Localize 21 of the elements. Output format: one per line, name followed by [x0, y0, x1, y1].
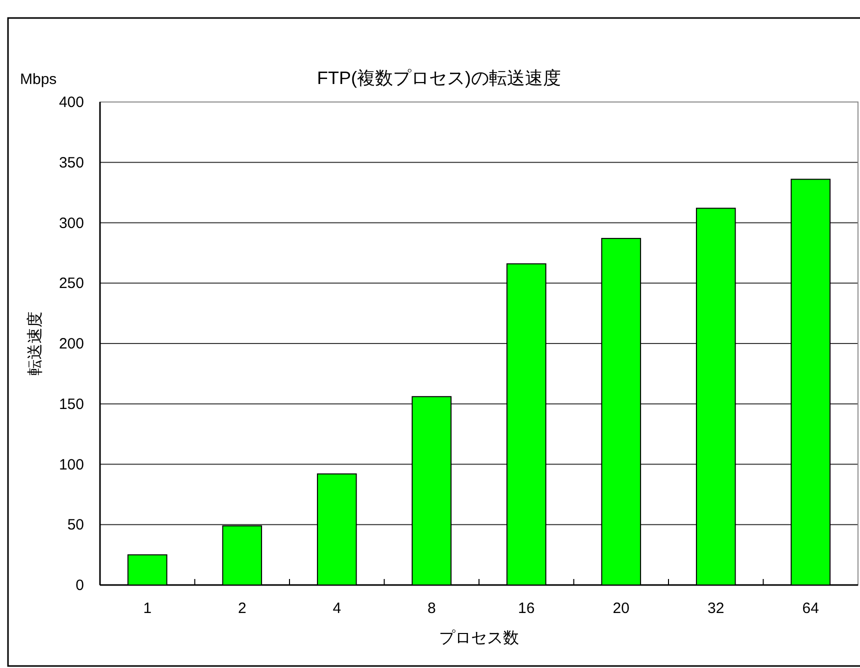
y-tick-label: 350 — [58, 154, 84, 172]
text: Mbps — [20, 71, 57, 88]
y-tick-label: 50 — [67, 516, 84, 534]
x-axis-title: プロセス数 — [439, 629, 519, 647]
x-tick-label: 4 — [332, 600, 342, 617]
x-tick-label: 16 — [518, 600, 535, 617]
y-tick-label: 100 — [58, 456, 84, 474]
y-tick-label: 300 — [58, 214, 84, 232]
x-tick-label: 64 — [802, 600, 819, 617]
y-axis-title: 転送速度 — [26, 312, 44, 376]
y-tick-label: 0 — [76, 577, 84, 594]
x-tick-label: 32 — [708, 600, 724, 617]
chart-title: FTP(複数プロセス)の転送速度 — [317, 68, 561, 88]
y-tick-label: 200 — [58, 336, 84, 352]
y-tick-label: 250 — [58, 275, 84, 292]
x-tick-label: 8 — [427, 600, 436, 617]
x-tick-label: 2 — [238, 600, 246, 617]
y-tick-label: 400 — [58, 94, 84, 111]
x-tick-label: 1 — [143, 600, 152, 617]
x-tick-label: 20 — [612, 600, 630, 617]
y-tick-label: 150 — [58, 396, 84, 413]
